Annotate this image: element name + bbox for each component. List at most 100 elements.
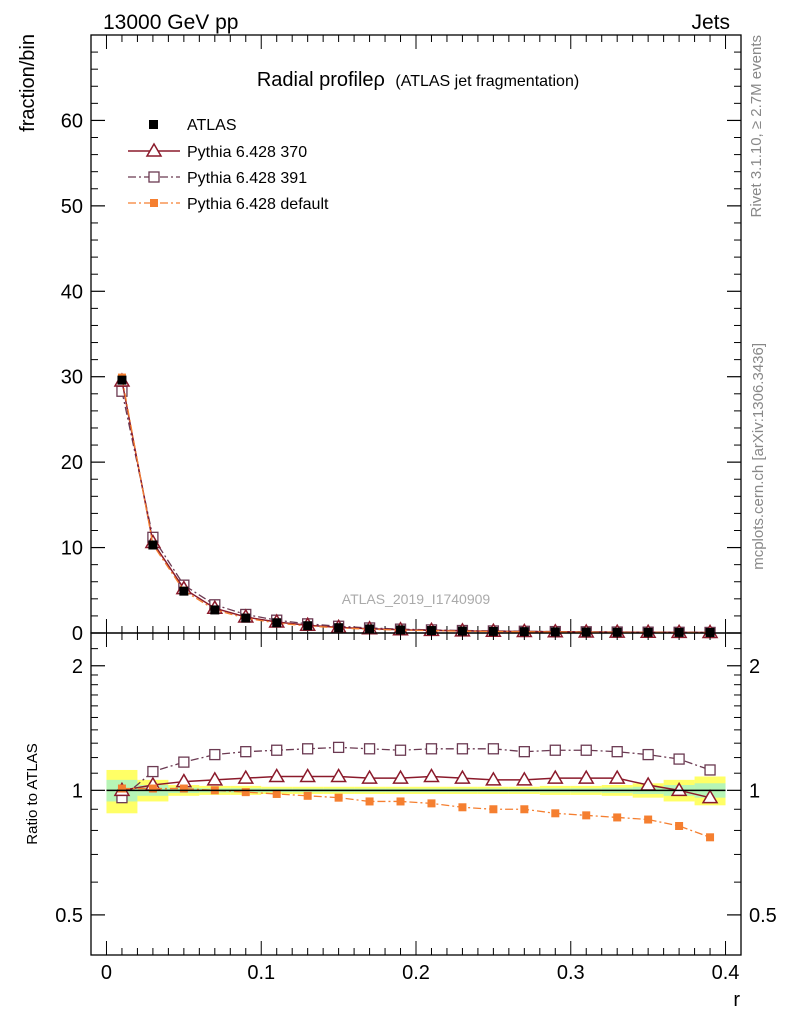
ratio-point-pythia-6-428-370 <box>454 769 471 784</box>
ratio-axis-ticks: 0.5 0.5 1 1 2 2 0 0.1 0.2 0.3 0.4 <box>55 633 777 984</box>
main-panel: ATLAS_2019_I1740909 Radial profileρ (ATL… <box>17 34 742 645</box>
legend-marker-pythia-default <box>150 199 158 207</box>
ratio-point-pythia-6-428-370 <box>670 781 688 797</box>
main-point-atlas <box>365 624 375 634</box>
ratio-point-pythia-6-428-default <box>117 784 126 793</box>
main-point-atlas <box>303 621 313 631</box>
main-point-atlas <box>272 618 282 628</box>
main-axis-ticks: 0 10 20 30 40 50 60 <box>61 35 742 645</box>
ratio-point-pythia-6-428-default <box>458 803 467 812</box>
ratio-point-pythia-6-428-370 <box>206 771 224 786</box>
ratio-point-pythia-6-428-391 <box>518 746 530 758</box>
y-tick-label: 30 <box>61 367 83 389</box>
chart-watermark: ATLAS_2019_I1740909 <box>342 591 491 607</box>
ratio-point-pythia-6-428-370 <box>237 769 255 784</box>
legend: ATLAS Pythia 6.428 370 Pythia 6.428 391 … <box>128 117 329 213</box>
ratio-tick-label: 2 <box>72 656 83 678</box>
main-point-atlas <box>117 375 127 385</box>
y-axis-label: fraction/bin <box>17 34 39 132</box>
chart-title-sub: (ATLAS jet fragmentation) <box>395 73 579 90</box>
ratio-point-pythia-6-428-370 <box>546 769 564 784</box>
ratio-point-pythia-6-428-391 <box>271 744 283 756</box>
y-tick-label: 20 <box>61 452 83 474</box>
ratio-point-pythia-6-428-default <box>427 799 436 808</box>
ratio-point-pythia-6-428-391 <box>240 746 252 758</box>
ratio-point-pythia-6-428-default <box>706 833 715 842</box>
ratio-y-axis-label: Ratio to ATLAS <box>24 743 41 844</box>
ratio-point-pythia-6-428-391 <box>487 743 500 755</box>
header-left-label: 13000 GeV pp <box>103 11 238 34</box>
ratio-series-group <box>106 741 726 842</box>
legend-label-atlas: ATLAS <box>187 117 237 134</box>
legend-marker-pythia-391 <box>148 171 160 183</box>
ratio-point-pythia-6-428-370 <box>299 768 316 783</box>
legend-entry-pythia-default: Pythia 6.428 default <box>128 196 329 213</box>
ratio-point-pythia-6-428-370 <box>516 771 533 786</box>
main-point-atlas <box>210 605 220 615</box>
ratio-point-pythia-6-428-391 <box>611 746 623 758</box>
main-point-atlas <box>426 626 436 636</box>
main-point-atlas <box>334 623 344 633</box>
ratio-point-pythia-6-428-370 <box>423 768 440 783</box>
x-tick-label: 0.1 <box>247 962 275 984</box>
legend-label-pythia-391: Pythia 6.428 391 <box>187 170 307 187</box>
ratio-point-pythia-6-428-default <box>303 791 312 800</box>
rivet-version-label: Rivet 3.1.10, ≥ 2.7M events <box>748 35 765 218</box>
ratio-panel: Ratio to ATLAS 0.5 0.5 1 1 2 2 0 0.1 0.2 0.3 0.4 <box>24 632 777 984</box>
legend-entry-pythia-391: Pythia 6.428 391 <box>128 170 307 187</box>
main-point-atlas <box>396 625 406 635</box>
ratio-point-pythia-6-428-391 <box>178 756 190 768</box>
chart-title-main: Radial profileρ <box>257 69 385 91</box>
ratio-point-pythia-6-428-391 <box>302 743 314 755</box>
ratio-point-pythia-6-428-391 <box>209 748 221 761</box>
main-point-atlas <box>643 627 653 637</box>
ratio-point-pythia-6-428-391 <box>363 743 376 755</box>
main-point-atlas <box>612 627 622 637</box>
ratio-tick-label-right: 2 <box>749 656 760 678</box>
y-tick-label: 40 <box>61 281 83 303</box>
ratio-point-pythia-6-428-370 <box>330 768 347 783</box>
ratio-point-pythia-6-428-391 <box>580 744 592 756</box>
ratio-point-pythia-6-428-391 <box>456 743 469 755</box>
legend-marker-pythia-370 <box>145 142 163 157</box>
ratio-tick-label-right: 0.5 <box>749 905 777 927</box>
main-point-atlas <box>457 626 467 636</box>
ratio-point-pythia-6-428-default <box>334 793 343 802</box>
ratio-point-pythia-6-428-391 <box>332 741 345 754</box>
legend-entry-pythia-370: Pythia 6.428 370 <box>128 142 307 161</box>
ratio-point-pythia-6-428-391 <box>549 744 561 756</box>
main-point-atlas <box>581 627 591 637</box>
ratio-point-pythia-6-428-391 <box>642 748 654 761</box>
ratio-tick-label: 0.5 <box>55 905 83 927</box>
mcplots-label: mcplots.cern.ch [arXiv:1306.3436] <box>750 343 767 570</box>
main-line-pythia-6-428-default <box>121 377 711 634</box>
ratio-point-pythia-6-428-default <box>148 784 157 793</box>
ratio-point-pythia-6-428-391 <box>673 753 685 765</box>
ratio-point-pythia-6-428-370 <box>361 769 378 784</box>
ratio-line-pythia-6-428-370 <box>121 775 711 799</box>
ratio-tick-label: 1 <box>72 780 83 802</box>
ratio-point-pythia-6-428-default <box>396 797 405 806</box>
ratio-point-pythia-6-428-default <box>241 788 250 797</box>
main-point-atlas <box>519 627 529 637</box>
ratio-point-pythia-6-428-default <box>613 813 622 822</box>
ratio-point-pythia-6-428-default <box>272 789 281 798</box>
ratio-point-pythia-6-428-370 <box>268 768 286 783</box>
legend-label-pythia-370: Pythia 6.428 370 <box>187 144 307 161</box>
ratio-point-pythia-6-428-370 <box>392 769 409 784</box>
ratio-tick-label-right: 1 <box>749 780 760 802</box>
ratio-point-pythia-6-428-default <box>675 821 684 830</box>
ratio-point-pythia-6-428-default <box>520 805 529 814</box>
ratio-point-pythia-6-428-default <box>489 805 498 814</box>
legend-label-pythia-default: Pythia 6.428 default <box>187 196 329 213</box>
y-tick-label: 0 <box>72 623 83 645</box>
ratio-point-pythia-6-428-391 <box>394 744 407 756</box>
x-tick-label: 0.3 <box>557 962 585 984</box>
ratio-point-pythia-6-428-391 <box>147 765 159 778</box>
ratio-point-pythia-6-428-370 <box>701 789 719 804</box>
main-point-atlas <box>148 540 158 550</box>
header-right-label: Jets <box>691 11 730 34</box>
ratio-point-pythia-6-428-391 <box>425 743 438 755</box>
ratio-line-pythia-6-428-default <box>121 787 711 838</box>
